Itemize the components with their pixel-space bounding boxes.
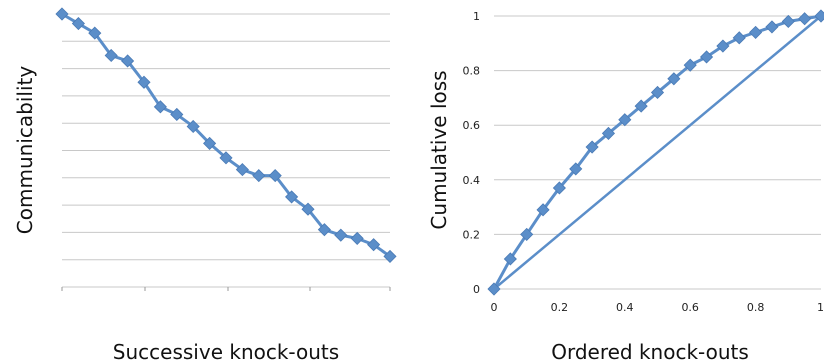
left-data-point [104, 48, 118, 63]
right-y-tick-label: 0.4 [463, 174, 481, 187]
right-y-tick-label: 0.6 [463, 119, 481, 132]
left-data-point [317, 223, 331, 237]
right-data-point [585, 140, 599, 154]
left-data-point [137, 75, 151, 89]
right-data-point [601, 126, 616, 140]
right-data-point [487, 282, 501, 296]
left-data-point [170, 107, 184, 122]
right-gridlines [494, 15, 821, 290]
right-series [487, 9, 824, 296]
right-x-tick-label: 0.8 [747, 301, 765, 314]
cumulative-loss-chart: 0 0.2 0.4 0.6 0.8 1 0 0.2 0.4 0.6 0.8 1 Cumulative … [427, 9, 824, 362]
right-data-point [503, 252, 517, 266]
right-data-point [765, 20, 779, 34]
right-data-point [699, 50, 714, 64]
right-x-tick-label: 1 [817, 301, 824, 314]
right-y-tick-label: 0 [473, 283, 480, 296]
right-reference-line [493, 15, 822, 290]
left-data-point [121, 54, 135, 68]
left-data-point [203, 136, 217, 150]
right-data-point [814, 9, 824, 23]
right-data-point [716, 39, 730, 53]
left-gridlines [62, 13, 390, 288]
left-data-point [350, 231, 364, 245]
communicability-chart: Communicability Successive knock-outs [13, 7, 397, 362]
right-x-tick-label: 0.6 [681, 301, 699, 314]
right-data-point [569, 162, 583, 176]
right-data-point [667, 72, 681, 86]
left-data-point [334, 228, 348, 242]
right-data-point [781, 14, 795, 29]
right-data-point [618, 113, 632, 127]
right-data-point [683, 58, 697, 72]
left-data-point [285, 190, 299, 204]
left-data-point [71, 16, 85, 31]
right-data-point [798, 12, 812, 26]
right-data-point [732, 31, 746, 45]
left-data-point [252, 169, 266, 183]
right-data-point [536, 203, 550, 217]
right-y-tick-label: 1 [473, 10, 480, 23]
left-data-point [367, 238, 381, 252]
right-y-tick-label: 0.8 [463, 65, 481, 78]
left-data-point [301, 202, 315, 216]
right-tick-labels: 0 0.2 0.4 0.6 0.8 1 0 0.2 0.4 0.6 0.8 1 [463, 10, 824, 314]
left-data-point [88, 26, 102, 40]
right-y-tick-label: 0.2 [463, 228, 481, 241]
left-data-point [219, 151, 233, 165]
left-data-point [153, 100, 167, 114]
left-data-point [186, 119, 200, 134]
right-x-tick-label: 0.2 [551, 301, 569, 314]
right-data-point [650, 85, 665, 100]
right-data-point [749, 25, 763, 39]
left-x-ticks [61, 287, 391, 291]
right-data-point [634, 99, 648, 113]
left-series [55, 7, 397, 263]
left-data-point [235, 163, 249, 177]
right-x-tick-label: 0 [491, 301, 498, 314]
right-x-axis-title: Ordered knock-outs [551, 340, 749, 362]
right-y-axis-title: Cumulative loss [427, 70, 451, 229]
left-y-axis-title: Communicability [13, 66, 37, 235]
left-data-point [268, 169, 282, 183]
left-data-point [383, 249, 397, 263]
left-data-point [55, 7, 69, 21]
right-data-point [552, 181, 566, 195]
right-x-tick-label: 0.4 [616, 301, 634, 314]
right-data-point [520, 227, 534, 241]
left-x-axis-title: Successive knock-outs [113, 340, 339, 362]
